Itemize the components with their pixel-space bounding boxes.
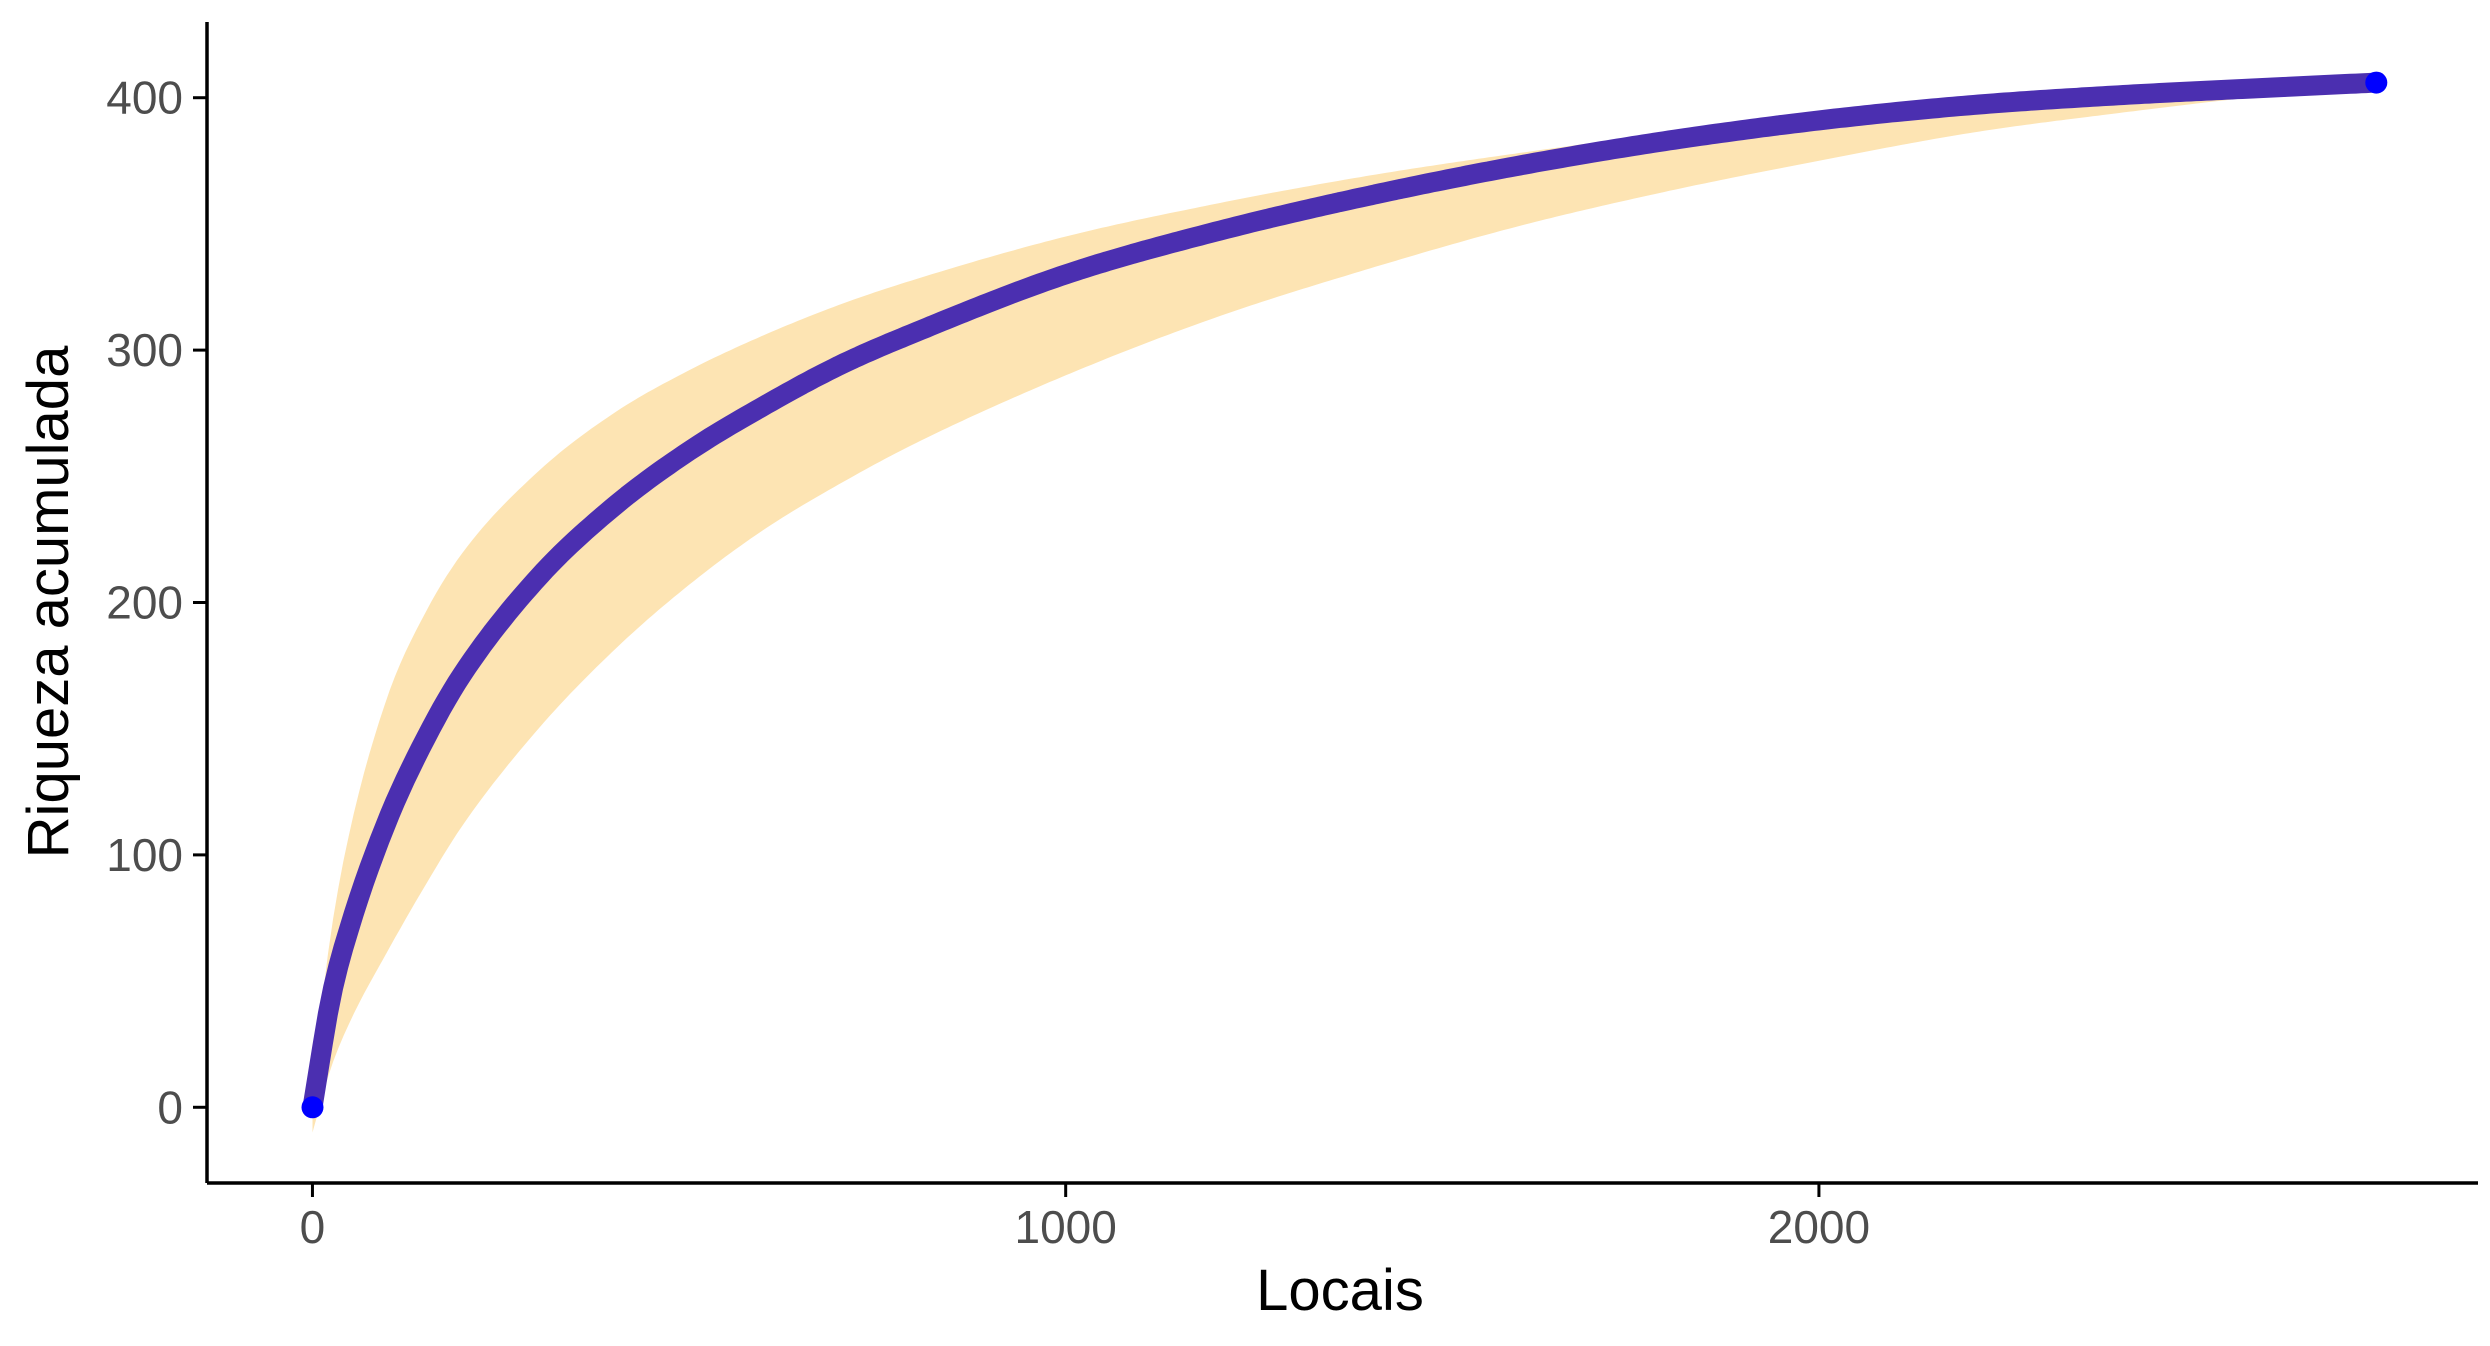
accumulation-line — [302, 72, 2387, 1118]
y-tick-label: 300 — [106, 324, 183, 376]
x-tick-label: 2000 — [1768, 1201, 1870, 1253]
confidence-band — [312, 80, 2377, 1133]
y-tick-label: 100 — [106, 829, 183, 881]
y-tick-label: 400 — [106, 72, 183, 124]
x-axis-title: Locais — [1256, 1258, 1424, 1323]
y-tick-label: 200 — [106, 577, 183, 629]
y-tick-label: 0 — [157, 1081, 183, 1133]
x-tick-label: 1000 — [1015, 1201, 1117, 1253]
line-end-point — [2365, 71, 2388, 94]
x-tick-label: 0 — [300, 1201, 326, 1253]
line-start-point — [301, 1096, 324, 1119]
axes: 0 1000 2000 0 100 200 300 400 — [106, 22, 2478, 1253]
plot-area — [301, 71, 2388, 1133]
y-axis-title: Riqueza acumulada — [16, 345, 81, 858]
